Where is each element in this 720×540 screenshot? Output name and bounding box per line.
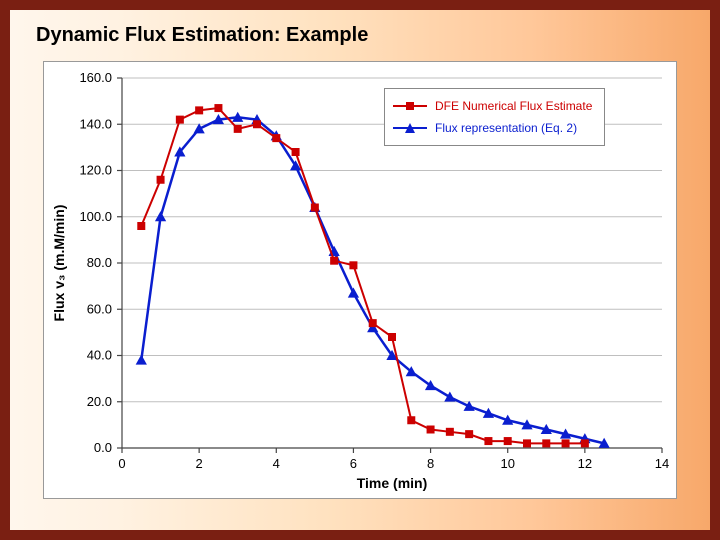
svg-text:80.0: 80.0 (87, 255, 112, 270)
svg-text:10: 10 (500, 456, 514, 471)
svg-text:140.0: 140.0 (79, 116, 112, 131)
page-title: Dynamic Flux Estimation: Example (36, 24, 688, 47)
svg-text:Time (min): Time (min) (357, 475, 428, 491)
svg-text:4: 4 (273, 456, 280, 471)
legend-swatch (393, 99, 427, 113)
svg-text:100.0: 100.0 (79, 209, 112, 224)
svg-text:60.0: 60.0 (87, 301, 112, 316)
legend-swatch (393, 121, 427, 135)
svg-text:14: 14 (655, 456, 669, 471)
svg-text:0: 0 (118, 456, 125, 471)
chart-container: 0.0 20.0 40.0 60.0 80.0 100.0 120.0 140.0 160.0 0… (43, 61, 677, 499)
svg-text:160.0: 160.0 (79, 70, 112, 85)
svg-text:8: 8 (427, 456, 434, 471)
svg-text:120.0: 120.0 (79, 163, 112, 178)
slide: Dynamic Flux Estimation: Example 0.0 20.0… (0, 0, 720, 540)
legend-label: DFE Numerical Flux Estimate (435, 99, 592, 113)
legend-label: Flux representation (Eq. 2) (435, 121, 577, 135)
svg-text:2: 2 (196, 456, 203, 471)
svg-text:20.0: 20.0 (87, 394, 112, 409)
svg-text:12: 12 (578, 456, 592, 471)
svg-text:0.0: 0.0 (94, 440, 112, 455)
svg-text:40.0: 40.0 (87, 348, 112, 363)
svg-text:6: 6 (350, 456, 357, 471)
svg-text:Flux v₃ (m.M/min): Flux v₃ (m.M/min) (51, 205, 67, 322)
legend-item: Flux representation (Eq. 2) (393, 117, 592, 139)
legend-item: DFE Numerical Flux Estimate (393, 95, 592, 117)
legend: DFE Numerical Flux Estimate Flux represen… (384, 88, 605, 146)
